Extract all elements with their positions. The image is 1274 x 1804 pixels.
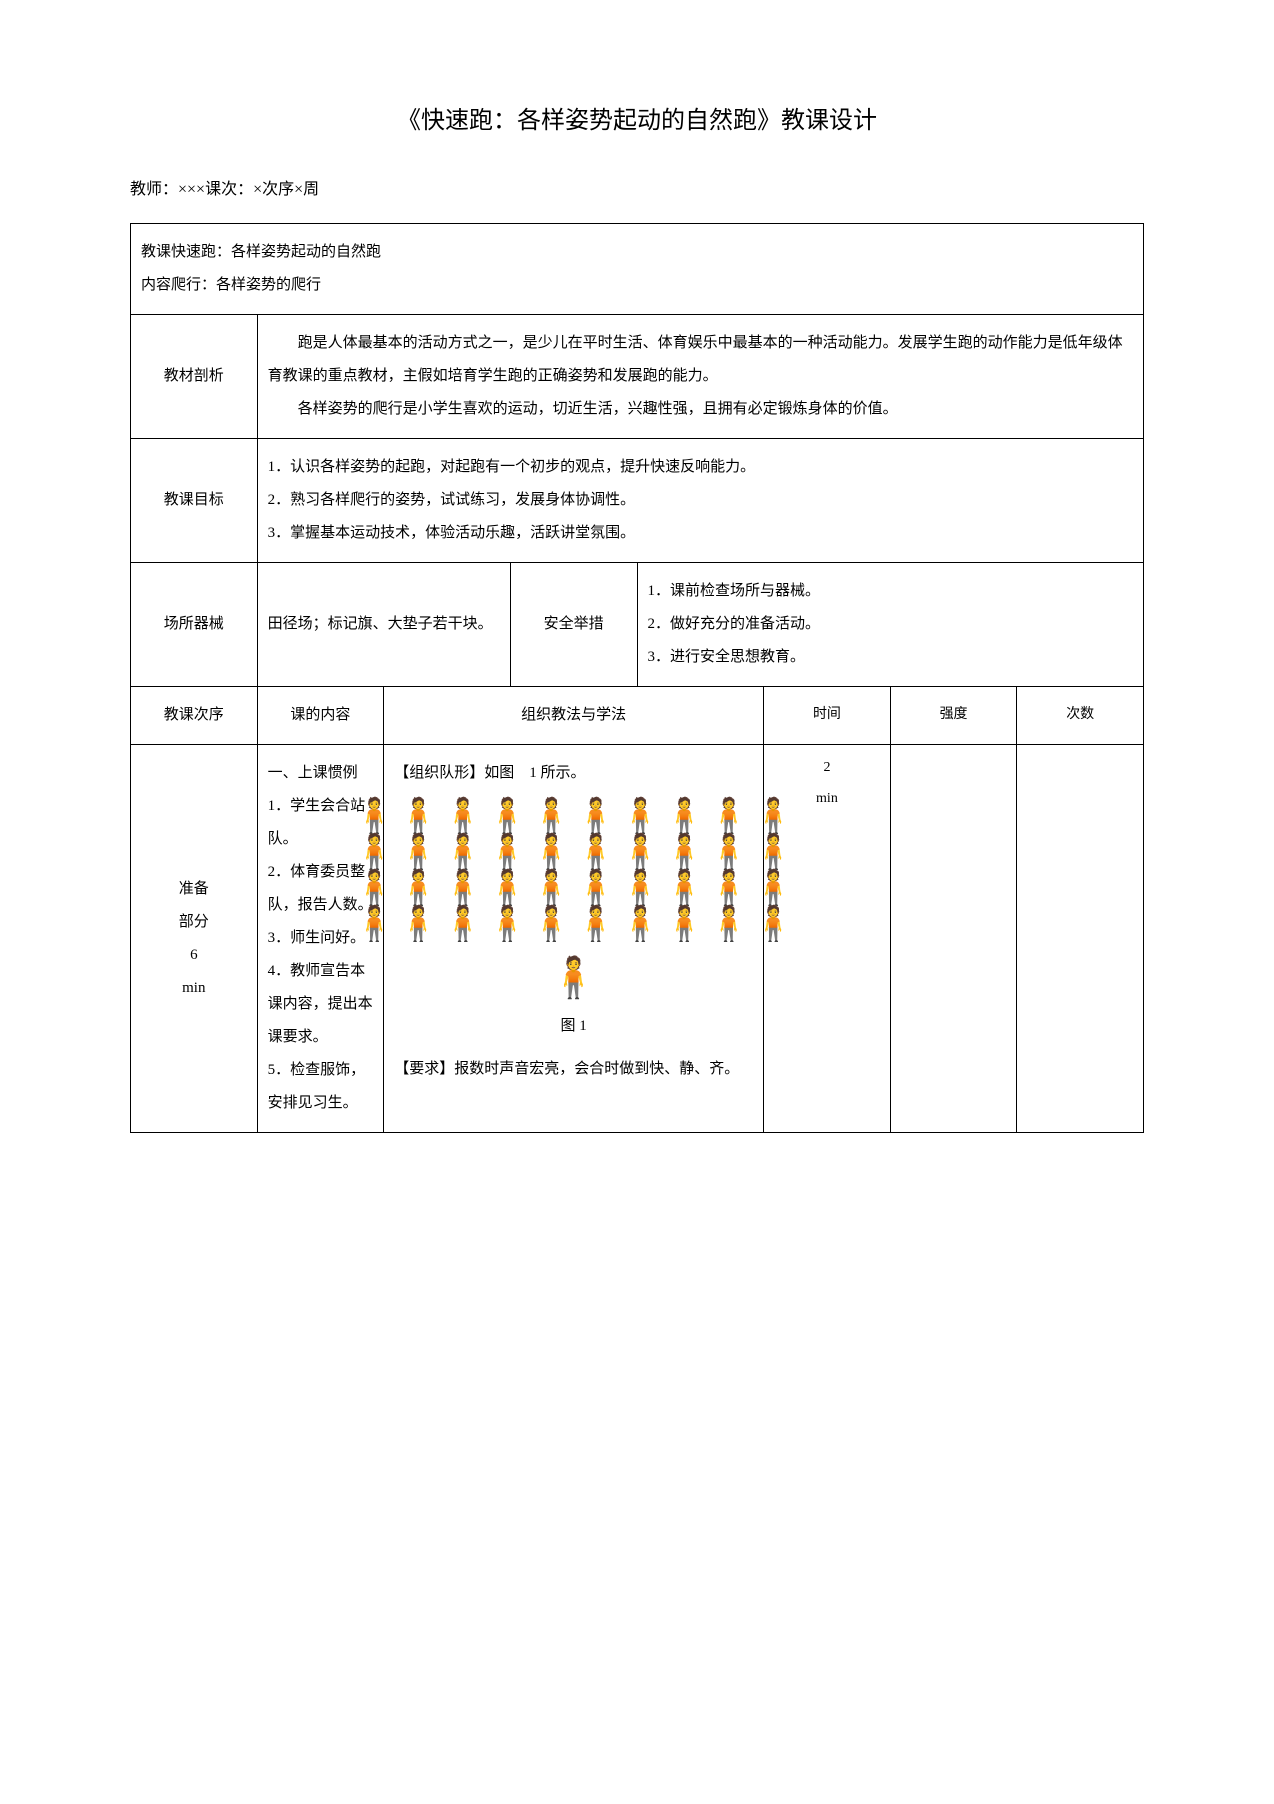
student-icon: 🧍: [530, 800, 572, 834]
safety-1: 1．课前检查场所与器械。: [648, 575, 1134, 608]
student-icon: 🧍: [486, 908, 528, 942]
student-icon: 🧍: [353, 908, 395, 942]
prep-count: [1017, 745, 1144, 1133]
header-content: 课的内容: [257, 687, 384, 745]
student-icon: 🧍: [397, 800, 439, 834]
student-icon: 🧍: [530, 908, 572, 942]
student-icon: 🧍: [353, 800, 395, 834]
student-icon: 🧍: [752, 836, 794, 870]
header-intensity: 强度: [890, 687, 1017, 745]
student-icon: 🧍: [397, 908, 439, 942]
student-grid: 🧍🧍🧍🧍🧍🧍🧍🧍🧍🧍🧍🧍🧍🧍🧍🧍🧍🧍🧍🧍🧍🧍🧍🧍🧍🧍🧍🧍🧍🧍🧍🧍🧍🧍🧍🧍🧍🧍🧍🧍: [394, 800, 753, 942]
analysis-content: 跑是人体最基本的活动方式之一，是少儿在平时生活、体育娱乐中最基本的一种活动能力。…: [257, 315, 1143, 439]
student-icon: 🧍: [442, 800, 484, 834]
analysis-p1: 跑是人体最基本的活动方式之一，是少儿在平时生活、体育娱乐中最基本的一种活动能力。…: [268, 327, 1133, 393]
student-icon: 🧍: [353, 872, 395, 906]
goals-content: 1．认识各样姿势的起跑，对起跑有一个初步的观点，提升快速反响能力。 2．熟习各样…: [257, 439, 1143, 563]
student-icon: 🧍: [619, 800, 661, 834]
student-icon: 🧍: [708, 800, 750, 834]
student-icon: 🧍: [397, 872, 439, 906]
student-row: 🧍🧍🧍🧍🧍🧍🧍🧍🧍🧍: [394, 872, 753, 906]
prep-c4: 4．教师宣告本课内容，提出本课要求。: [268, 955, 374, 1054]
time-val: 2: [766, 753, 888, 784]
student-icon: 🧍: [752, 908, 794, 942]
student-icon: 🧍: [353, 836, 395, 870]
student-icon: 🧍: [663, 836, 705, 870]
student-icon: 🧍: [530, 836, 572, 870]
student-icon: 🧍: [619, 836, 661, 870]
prep-title: 一、上课惯例: [268, 757, 374, 790]
student-icon: 🧍: [486, 836, 528, 870]
prep-c5: 5．检查服饰，安排见习生。: [268, 1054, 374, 1120]
org-title: 【组织队形】如图 1 所示。: [394, 757, 753, 790]
header-count: 次数: [1017, 687, 1144, 745]
student-icon: 🧍: [708, 908, 750, 942]
label-goals: 教课目标: [131, 439, 258, 563]
formation-figure: 🧍🧍🧍🧍🧍🧍🧍🧍🧍🧍🧍🧍🧍🧍🧍🧍🧍🧍🧍🧍🧍🧍🧍🧍🧍🧍🧍🧍🧍🧍🧍🧍🧍🧍🧍🧍🧍🧍🧍🧍…: [394, 800, 753, 1043]
student-icon: 🧍: [442, 872, 484, 906]
teacher-icon: 🧍: [394, 958, 753, 998]
analysis-p2: 各样姿势的爬行是小学生喜欢的运动，切近生活，兴趣性强，且拥有必定锻炼身体的价值。: [268, 393, 1133, 426]
page-title: 《快速跑：各样姿势起动的自然跑》教课设计: [130, 100, 1144, 135]
student-icon: 🧍: [752, 800, 794, 834]
student-icon: 🧍: [575, 800, 617, 834]
row-content-subject: 教课快速跑：各样姿势起动的自然跑 内容爬行：各样姿势的爬行: [131, 224, 1144, 315]
figure-label: 图 1: [394, 1010, 753, 1043]
venue-text: 田径场；标记旗、大垫子若干块。: [268, 616, 493, 632]
student-icon: 🧍: [663, 872, 705, 906]
student-icon: 🧍: [663, 800, 705, 834]
requirement: 【要求】报数时声音宏亮，会合时做到快、静、齐。: [394, 1053, 753, 1086]
student-icon: 🧍: [575, 872, 617, 906]
student-row: 🧍🧍🧍🧍🧍🧍🧍🧍🧍🧍: [394, 836, 753, 870]
student-icon: 🧍: [442, 908, 484, 942]
student-icon: 🧍: [575, 908, 617, 942]
label-safety: 安全举措: [510, 563, 637, 687]
student-icon: 🧍: [575, 836, 617, 870]
header-time: 时间: [764, 687, 891, 745]
prep-l2: 部分: [135, 906, 253, 939]
label-prep: 准备 部分 6 min: [131, 745, 258, 1133]
student-row: 🧍🧍🧍🧍🧍🧍🧍🧍🧍🧍: [394, 908, 753, 942]
student-icon: 🧍: [442, 836, 484, 870]
goal-3: 3．掌握基本运动技术，体验活动乐趣，活跃讲堂氛围。: [268, 517, 1133, 550]
student-row: 🧍🧍🧍🧍🧍🧍🧍🧍🧍🧍: [394, 800, 753, 834]
student-icon: 🧍: [486, 872, 528, 906]
venue-content: 田径场；标记旗、大垫子若干块。: [257, 563, 510, 687]
safety-3: 3．进行安全思想教育。: [648, 641, 1134, 674]
student-icon: 🧍: [619, 908, 661, 942]
student-icon: 🧍: [708, 836, 750, 870]
student-icon: 🧍: [619, 872, 661, 906]
label-venue: 场所器械: [131, 563, 258, 687]
student-icon: 🧍: [752, 872, 794, 906]
header-seq: 教课次序: [131, 687, 258, 745]
prep-method: 【组织队形】如图 1 所示。 🧍🧍🧍🧍🧍🧍🧍🧍🧍🧍🧍🧍🧍🧍🧍🧍🧍🧍🧍🧍🧍🧍🧍🧍🧍…: [384, 745, 764, 1133]
goal-2: 2．熟习各样爬行的姿势，试试练习，发展身体协调性。: [268, 484, 1133, 517]
prep-l1: 准备: [135, 873, 253, 906]
header-method: 组织教法与学法: [384, 687, 764, 745]
label-analysis: 教材剖析: [131, 315, 258, 439]
student-icon: 🧍: [663, 908, 705, 942]
subject-line1: 教课快速跑：各样姿势起动的自然跑: [141, 236, 1133, 269]
lesson-table: 教课快速跑：各样姿势起动的自然跑 内容爬行：各样姿势的爬行 教材剖析 跑是人体最…: [130, 223, 1144, 1133]
student-icon: 🧍: [708, 872, 750, 906]
subject-line2: 内容爬行：各样姿势的爬行: [141, 269, 1133, 302]
teacher-info: 教师：×××课次：×次序×周: [130, 175, 1144, 199]
safety-2: 2．做好充分的准备活动。: [648, 608, 1134, 641]
safety-content: 1．课前检查场所与器械。 2．做好充分的准备活动。 3．进行安全思想教育。: [637, 563, 1144, 687]
prep-l3: 6: [135, 939, 253, 972]
student-icon: 🧍: [397, 836, 439, 870]
goal-1: 1．认识各样姿势的起跑，对起跑有一个初步的观点，提升快速反响能力。: [268, 451, 1133, 484]
prep-l4: min: [135, 972, 253, 1005]
student-icon: 🧍: [530, 872, 572, 906]
student-icon: 🧍: [486, 800, 528, 834]
prep-intensity: [890, 745, 1017, 1133]
